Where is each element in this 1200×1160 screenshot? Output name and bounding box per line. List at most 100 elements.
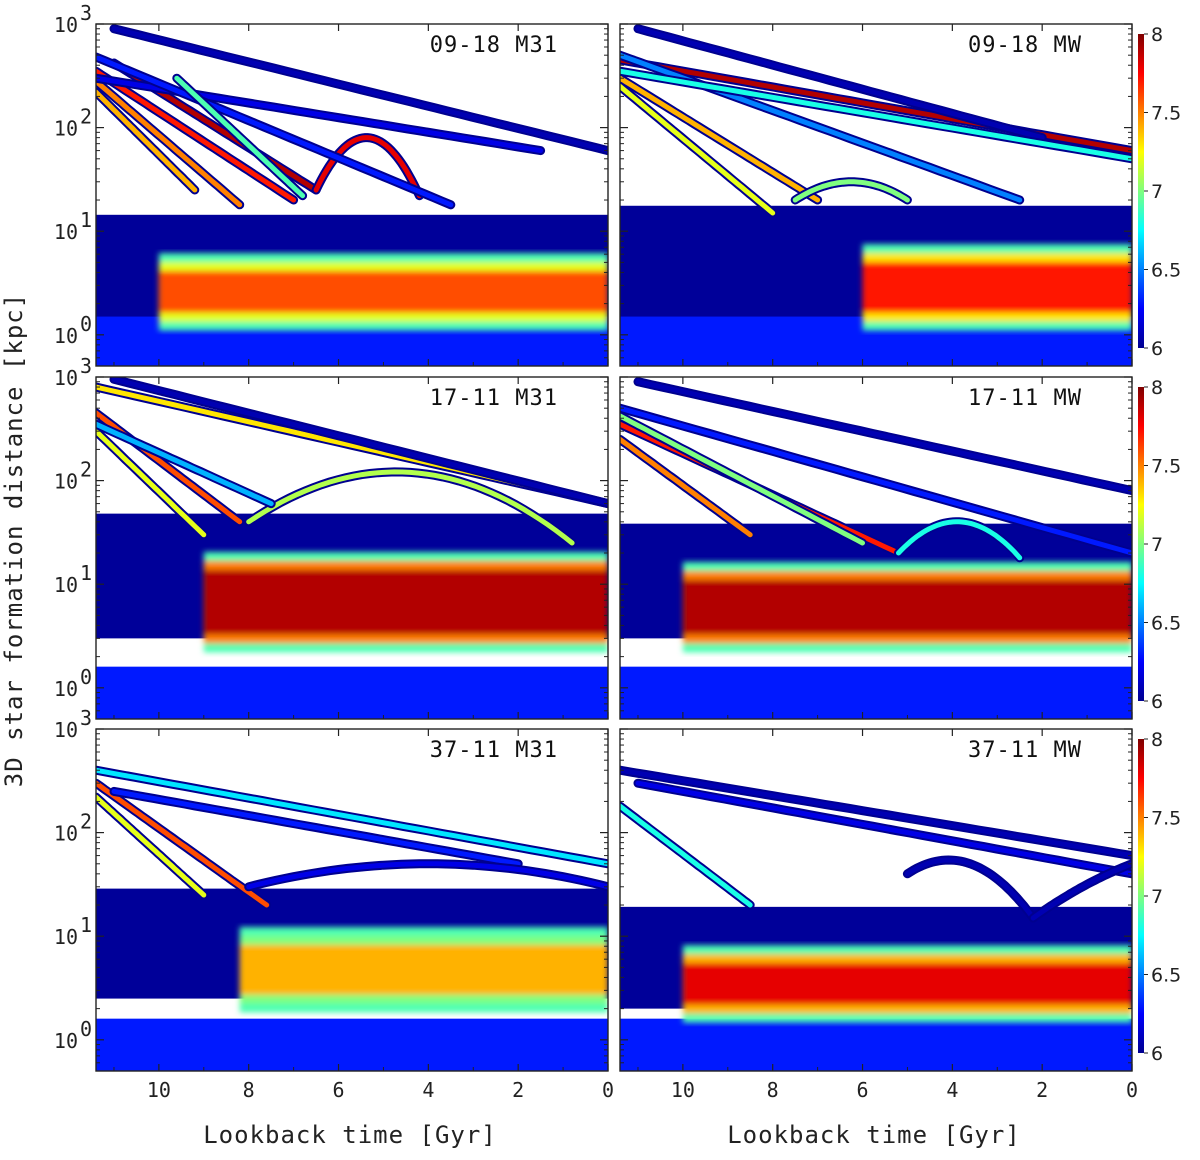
orbit-track: [246, 469, 575, 546]
x-tick-label: 10: [147, 1078, 171, 1102]
panel-frame: [95, 376, 609, 720]
disk-band: [682, 945, 1132, 1023]
y-tick-label: 10: [54, 117, 78, 141]
x-tick-label: 6: [857, 1078, 869, 1102]
orbit-track: [620, 83, 776, 216]
orbit-track: [620, 57, 1132, 154]
y-tick-exponent: 0: [80, 665, 92, 689]
panel-frame: [95, 728, 609, 1072]
orbit-track: [96, 54, 454, 208]
panel-6: 37-11 MW 10 8 6 4 2 0 8 7.5 7 6.5 6: [619, 728, 1181, 1102]
orbit-track: [896, 519, 1023, 561]
inner-region: [620, 666, 1132, 719]
panel-title: 37-11 M31: [430, 738, 558, 763]
orbit-track: [620, 803, 753, 908]
y-tick-label: 10: [54, 718, 78, 742]
y-tick-label: 10: [54, 925, 78, 949]
disk-band: [239, 926, 608, 1013]
y-tick-exponent: 3: [80, 706, 92, 730]
y-tick-label: 10: [54, 822, 78, 846]
y-tick-label: 10: [54, 13, 78, 37]
colorbar-tick-label: 6.5: [1151, 613, 1181, 635]
y-tick-exponent: 3: [80, 1, 92, 25]
orbit-track: [96, 89, 198, 193]
orbit-track: [620, 436, 753, 538]
panel-frame: [619, 23, 1133, 367]
x-tick-label: 2: [512, 1078, 524, 1102]
y-tick-exponent: 2: [80, 810, 92, 834]
y-tick-label: 10: [54, 573, 78, 597]
x-axis-label-left: Lookback time [Gyr]: [203, 1121, 497, 1149]
orbit-track: [620, 413, 865, 546]
colorbar-tick-label: 8: [1151, 377, 1163, 399]
orbit-track: [635, 26, 1045, 141]
orbit-track: [904, 857, 1036, 921]
panel-frame: [619, 728, 1133, 1072]
y-tick-label: 10: [54, 470, 78, 494]
colorbar-tick-label: 7: [1151, 886, 1163, 908]
orbit-track: [96, 780, 270, 908]
x-tick-label: 2: [1036, 1078, 1048, 1102]
inner-region: [96, 666, 608, 719]
colorbar: [1138, 739, 1144, 1053]
orbit-track: [246, 861, 608, 890]
orbit-track: [635, 780, 1132, 877]
colorbar-tick-label: 6.5: [1151, 260, 1181, 282]
disk-band: [158, 253, 608, 331]
y-tick-exponent: 0: [80, 312, 92, 336]
colorbar-tick-label: 7.5: [1151, 456, 1181, 478]
x-tick-label: 0: [1126, 1078, 1138, 1102]
colorbar-tick-label: 6: [1151, 1043, 1163, 1065]
x-tick-label: 4: [946, 1078, 958, 1102]
colorbar-tick-label: 6: [1151, 338, 1163, 360]
y-tick-label: 10: [54, 677, 78, 701]
x-tick-label: 8: [243, 1078, 255, 1102]
y-tick-exponent: 0: [80, 1017, 92, 1041]
orbit-track: [1030, 861, 1132, 921]
panel-title: 17-11 M31: [430, 386, 558, 411]
colorbar: [1138, 34, 1144, 348]
panel-title: 17-11 MW: [968, 386, 1082, 411]
panel-4: 17-11 MW 8 7.5 7 6.5 6: [619, 376, 1181, 720]
colorbar-tick-label: 7.5: [1151, 103, 1181, 125]
orbit-track: [96, 767, 608, 867]
disk-band: [862, 244, 1132, 331]
y-tick-exponent: 1: [80, 208, 92, 232]
y-tick-exponent: 2: [80, 105, 92, 129]
orbit-track: [620, 68, 1132, 162]
orbit-track: [620, 75, 821, 203]
y-tick-exponent: 1: [80, 561, 92, 585]
panel-2: 09-18 MW 8 7.5 7 6.5 6: [619, 23, 1181, 367]
x-tick-label: 4: [422, 1078, 434, 1102]
orbit-track: [96, 68, 297, 203]
orbit-track: [111, 26, 608, 154]
panel-frame: [619, 376, 1133, 720]
orbit-track: [620, 405, 1132, 556]
colorbar-tick-label: 6: [1151, 691, 1163, 713]
orbit-track: [96, 428, 207, 538]
y-tick-label: 10: [54, 1029, 78, 1053]
y-tick-exponent: 2: [80, 458, 92, 482]
colorbar-tick-label: 6.5: [1151, 965, 1181, 987]
orbit-track: [792, 179, 910, 203]
panel-title: 09-18 M31: [430, 33, 558, 58]
y-axis-label: 3D star formation distance [kpc]: [0, 293, 28, 787]
colorbar-tick-label: 7: [1151, 181, 1163, 203]
orbit-track: [96, 794, 207, 898]
disk-band: [203, 551, 608, 653]
orbit-track: [111, 377, 608, 507]
panel-title: 09-18 MW: [968, 33, 1082, 58]
x-axis-label-right: Lookback time [Gyr]: [727, 1121, 1021, 1149]
colorbar-tick-label: 8: [1151, 729, 1163, 751]
orbit-track: [620, 767, 1132, 859]
orbit-track: [174, 75, 306, 199]
panel-title: 37-11 MW: [968, 738, 1082, 763]
x-tick-label: 0: [602, 1078, 614, 1102]
y-tick-label: 10: [54, 220, 78, 244]
inner-region: [620, 1018, 1132, 1071]
y-tick-exponent: 1: [80, 913, 92, 937]
